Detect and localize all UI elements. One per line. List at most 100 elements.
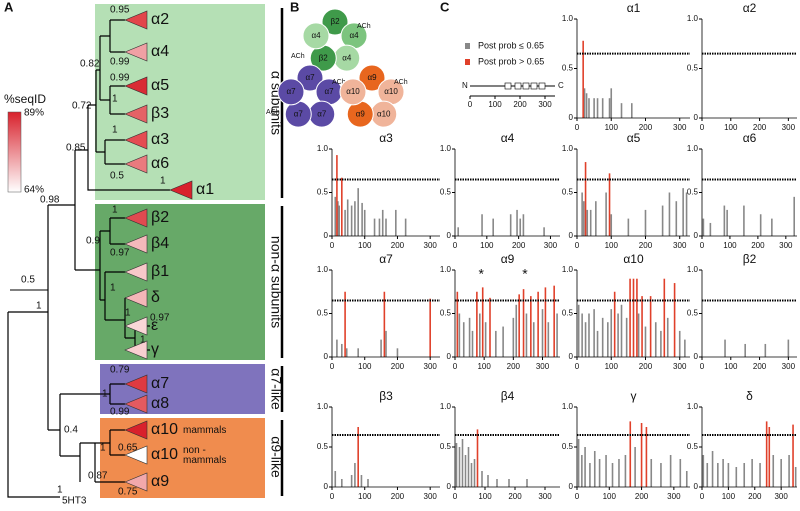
leaf-label: α8 bbox=[151, 395, 169, 412]
pore bbox=[303, 91, 317, 105]
y-tick-label: 0 bbox=[694, 482, 699, 491]
group-label: α7-like bbox=[268, 368, 284, 410]
y-tick-label: 0 bbox=[694, 231, 699, 240]
pore bbox=[365, 91, 379, 105]
leaf-label: α7 bbox=[151, 375, 169, 392]
y-tick-label: 1.0 bbox=[687, 144, 699, 153]
pore bbox=[328, 35, 342, 49]
subunit-label: α7 bbox=[305, 73, 315, 82]
y-tick-label: 0.5 bbox=[317, 188, 329, 197]
y-tick-label: 0.5 bbox=[687, 442, 699, 451]
y-tick-label: 0.5 bbox=[440, 442, 452, 451]
y-tick-label: 0.5 bbox=[562, 188, 574, 197]
x-tick-label: 100 bbox=[488, 100, 502, 109]
x-tick-label: 0 bbox=[330, 362, 335, 371]
subunit-label: α7 bbox=[286, 87, 296, 96]
alpha-box bbox=[95, 4, 265, 200]
y-tick-label: 0.5 bbox=[440, 309, 452, 318]
colorbar-max: 89% bbox=[24, 108, 44, 119]
leaf-label: δ bbox=[151, 289, 160, 306]
leaf-sublabel: mammals bbox=[183, 425, 226, 436]
x-tick-label: 0 bbox=[700, 362, 705, 371]
support-value: 0.72 bbox=[72, 101, 92, 112]
chart-title: β4 bbox=[501, 389, 515, 403]
subunit-label: β2 bbox=[319, 53, 329, 62]
x-tick-label: 200 bbox=[508, 492, 522, 501]
y-tick-label: 1.0 bbox=[562, 402, 574, 411]
leaf-clade bbox=[124, 104, 148, 124]
x-tick-label: 100 bbox=[480, 241, 494, 250]
chart-title: α4 bbox=[501, 131, 515, 145]
leaf-clade bbox=[124, 234, 148, 254]
domain-box bbox=[538, 82, 546, 90]
domain-box bbox=[514, 82, 522, 90]
leaf-clade bbox=[124, 374, 148, 394]
support-value: 1 bbox=[140, 335, 146, 346]
y-tick-label: 1.0 bbox=[687, 402, 699, 411]
leaf-subline: non - bbox=[183, 445, 206, 456]
x-tick-label: 100 bbox=[605, 123, 619, 132]
x-tick-label: 200 bbox=[753, 123, 767, 132]
leaf-clade bbox=[124, 420, 148, 440]
support-value: 0.97 bbox=[150, 313, 170, 324]
subunit-label: α9 bbox=[367, 73, 377, 82]
leaf-label: α10 bbox=[151, 446, 178, 463]
support-value: 0.82 bbox=[80, 59, 100, 70]
colorbar-min: 64% bbox=[24, 185, 44, 196]
support-value: 0.95 bbox=[110, 5, 130, 16]
chart-title: α3 bbox=[379, 131, 393, 145]
x-tick-label: 200 bbox=[751, 241, 765, 250]
support-value: 1 bbox=[125, 308, 131, 319]
support-value: 0.79 bbox=[110, 365, 130, 376]
x-tick-label: 200 bbox=[639, 362, 653, 371]
leaf-clade bbox=[124, 472, 148, 492]
leaf-subline: mammals bbox=[183, 455, 226, 466]
y-tick-label: 0.5 bbox=[317, 309, 329, 318]
group-label: α9-like bbox=[268, 436, 284, 478]
x-tick-label: 0 bbox=[330, 492, 335, 501]
subunit bbox=[302, 22, 330, 50]
leaf-label: β1 bbox=[151, 263, 169, 280]
x-tick-label: 200 bbox=[391, 241, 405, 250]
axes bbox=[701, 19, 797, 119]
axes bbox=[701, 270, 797, 358]
axes bbox=[701, 407, 797, 488]
leaf-label: β4 bbox=[151, 235, 169, 252]
x-tick-label: 300 bbox=[782, 123, 796, 132]
support-value: 1 bbox=[112, 94, 118, 105]
x-tick-label: 100 bbox=[603, 492, 617, 501]
subunit-label: α7 bbox=[324, 87, 334, 96]
subunit-label: α4 bbox=[342, 53, 352, 62]
domain-n: N bbox=[462, 81, 468, 90]
x-tick-label: 100 bbox=[724, 362, 738, 371]
x-tick-label: 300 bbox=[667, 492, 681, 501]
x-tick-label: 0 bbox=[453, 492, 458, 501]
x-tick-label: 100 bbox=[477, 362, 491, 371]
x-tick-label: 200 bbox=[748, 492, 762, 501]
support-value: 1 bbox=[112, 125, 118, 136]
leaf-label: α2 bbox=[151, 11, 169, 28]
x-tick-label: 300 bbox=[538, 100, 552, 109]
support-value: 0.5 bbox=[110, 171, 124, 182]
chart-title: α10 bbox=[623, 252, 644, 266]
y-tick-label: 0 bbox=[694, 113, 699, 122]
chart-title: β3 bbox=[379, 389, 393, 403]
subunit-label: α7 bbox=[294, 109, 304, 118]
leaf-clade bbox=[124, 154, 148, 174]
leaf-label: α4 bbox=[151, 43, 169, 60]
support-value: 1 bbox=[110, 283, 116, 294]
support-value: 1 bbox=[112, 205, 118, 216]
y-tick-label: 0 bbox=[569, 482, 574, 491]
support-value: 1 bbox=[36, 301, 42, 312]
axes bbox=[454, 270, 560, 358]
subunit-label: α10 bbox=[377, 109, 391, 118]
chart-title: α1 bbox=[627, 1, 641, 15]
domain-box bbox=[530, 82, 538, 90]
y-tick-label: 1.0 bbox=[440, 402, 452, 411]
annotation: * bbox=[479, 266, 485, 282]
x-tick-label: 300 bbox=[424, 492, 438, 501]
chart-title: γ bbox=[631, 389, 637, 403]
axes bbox=[576, 149, 690, 237]
chart-title: δ bbox=[746, 389, 753, 403]
x-tick-label: 300 bbox=[673, 123, 687, 132]
